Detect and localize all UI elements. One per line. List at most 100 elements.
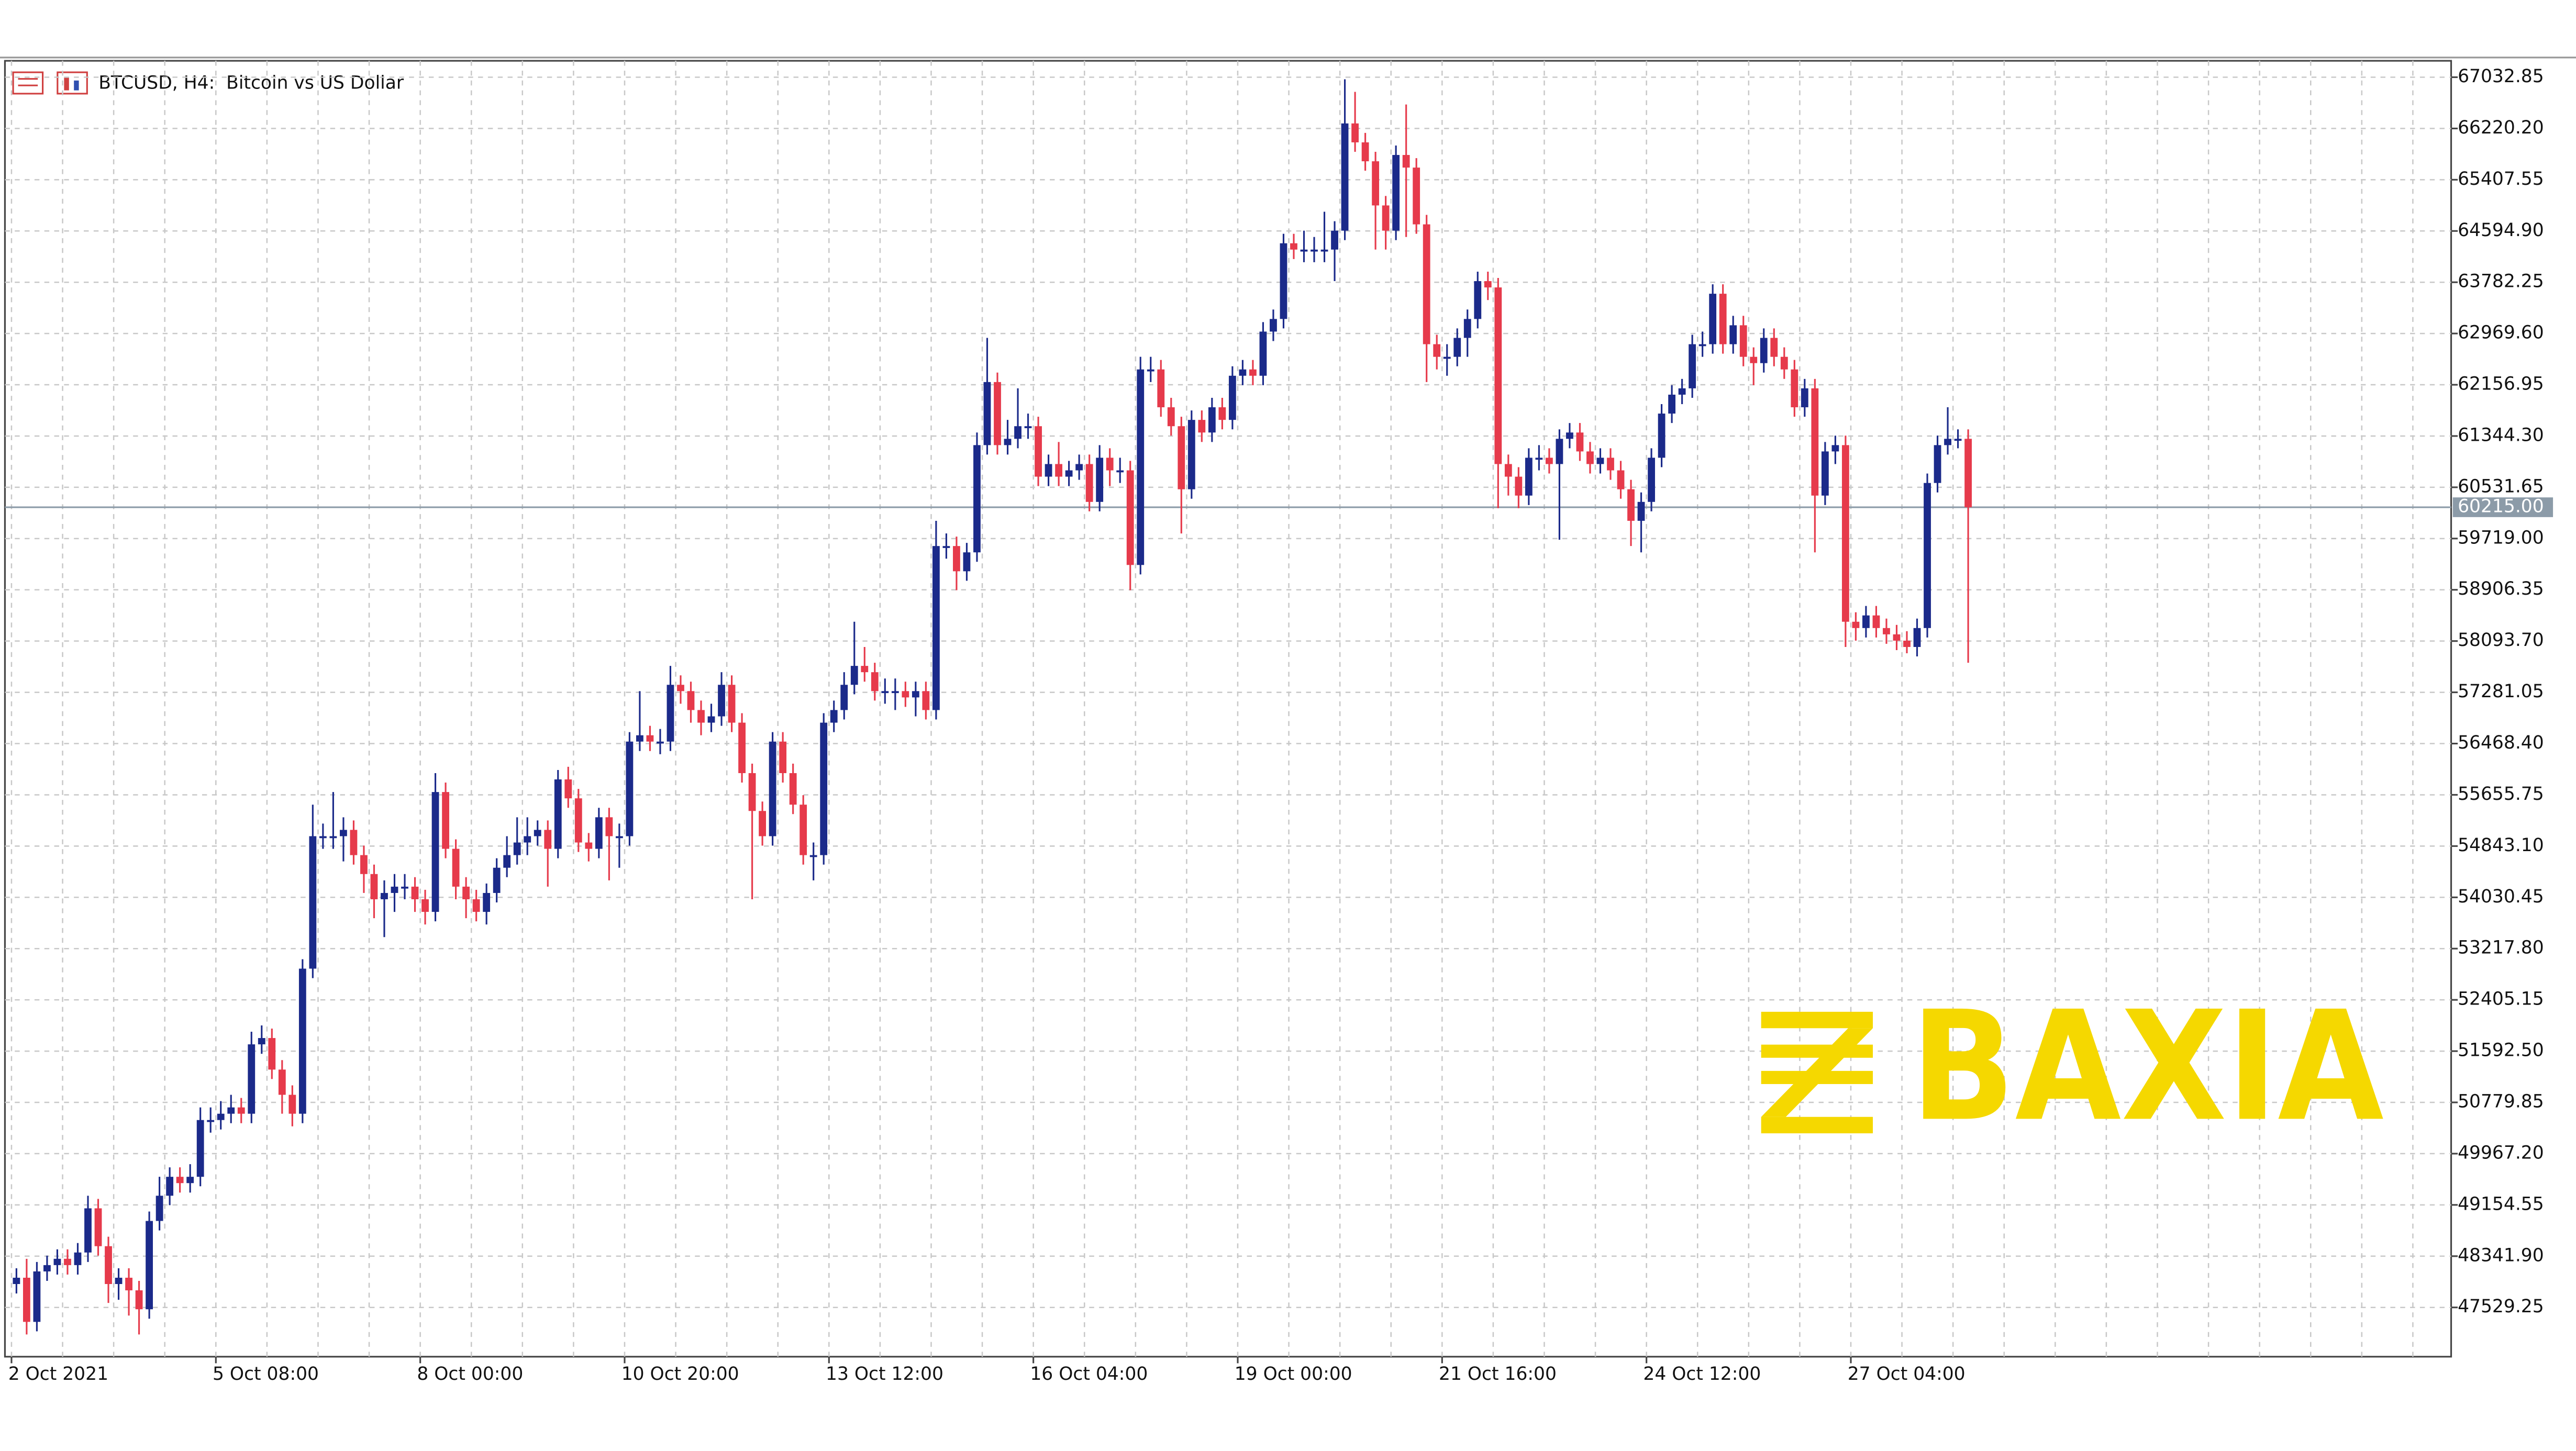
y-tick-label: 61344.30 xyxy=(2458,425,2544,445)
candle-body xyxy=(1924,483,1931,628)
candle-body xyxy=(524,836,531,843)
candle-body xyxy=(615,836,623,839)
candle-body xyxy=(1811,388,1819,496)
y-tick-label: 49154.55 xyxy=(2458,1193,2544,1214)
candle-body xyxy=(1198,420,1206,433)
x-tick-label: 5 Oct 08:00 xyxy=(213,1364,319,1385)
candle-body xyxy=(13,1277,20,1285)
candle-body xyxy=(186,1177,194,1184)
candle-body xyxy=(1372,161,1380,206)
y-tick-label: 56468.40 xyxy=(2458,732,2544,753)
candle-body xyxy=(800,805,807,855)
y-tick-label: 65407.55 xyxy=(2458,169,2544,189)
logo-icon xyxy=(1761,1011,1873,1134)
x-tick-label: 19 Oct 00:00 xyxy=(1235,1364,1352,1385)
logo-bar xyxy=(1761,1044,1873,1058)
candle-body xyxy=(564,779,572,799)
x-tick-label: 13 Oct 12:00 xyxy=(826,1364,943,1385)
last-price-box xyxy=(2452,497,2553,517)
candle-body xyxy=(472,899,480,912)
candle-body xyxy=(411,886,419,899)
y-tick-label: 51592.50 xyxy=(2458,1040,2544,1061)
candle-body xyxy=(421,899,429,912)
logo-bar xyxy=(1761,1011,1873,1029)
icon-bar xyxy=(64,77,69,91)
candle-body xyxy=(1821,451,1829,496)
candle-body xyxy=(1566,432,1573,439)
candle-body xyxy=(1607,457,1614,471)
y-tick-label: 58093.70 xyxy=(2458,630,2544,651)
candle-body xyxy=(861,666,869,673)
candle-body xyxy=(1689,344,1696,388)
candle-body xyxy=(513,842,521,855)
x-tick-label: 8 Oct 00:00 xyxy=(417,1364,523,1385)
candle-body xyxy=(288,1095,296,1114)
candle-body xyxy=(1004,439,1012,445)
candle-body xyxy=(156,1196,163,1221)
candle-body xyxy=(748,773,756,811)
toolbar-icons xyxy=(12,71,88,95)
candle-body xyxy=(1085,464,1093,502)
candle-body xyxy=(902,691,909,698)
candle-body xyxy=(1382,205,1390,231)
candle-body xyxy=(1801,388,1808,408)
candle-body xyxy=(1944,439,1951,445)
candle-body xyxy=(1586,451,1594,464)
candle-body xyxy=(1964,439,1972,508)
candle-body xyxy=(636,735,643,742)
watermark-logo: BAXIA xyxy=(1761,979,2385,1155)
candle-body xyxy=(1433,344,1441,357)
candle-body xyxy=(237,1107,245,1114)
candle-body xyxy=(554,779,562,849)
candle-body xyxy=(687,691,695,710)
y-tick-label: 59719.00 xyxy=(2458,527,2544,548)
candle-body xyxy=(728,685,736,723)
candle-body xyxy=(1934,445,1941,483)
candle-body xyxy=(1709,294,1717,344)
candle-body xyxy=(1116,470,1124,473)
candle-body xyxy=(309,836,317,969)
candle-body xyxy=(585,842,593,849)
candle-body xyxy=(1831,445,1839,452)
candle-body xyxy=(1556,439,1563,464)
y-tick-label: 66220.20 xyxy=(2458,117,2544,138)
candle-body xyxy=(125,1277,132,1291)
y-tick-label: 64594.90 xyxy=(2458,220,2544,241)
y-tick-label: 62156.95 xyxy=(2458,374,2544,395)
candle-body xyxy=(1780,356,1788,370)
y-tick-label: 49967.20 xyxy=(2458,1142,2544,1163)
candle-body xyxy=(1208,407,1216,433)
candle-body xyxy=(595,817,603,849)
candle-body xyxy=(340,830,347,836)
candle-body xyxy=(544,830,552,849)
candle-body xyxy=(115,1277,123,1285)
candle-body xyxy=(135,1290,143,1310)
candle-body xyxy=(1525,457,1533,496)
icon-list[interactable] xyxy=(12,71,44,95)
candle-body xyxy=(1096,457,1104,502)
plot-frame xyxy=(4,60,2452,1358)
candle-body xyxy=(33,1271,41,1322)
candle-body xyxy=(462,886,470,899)
candle-body xyxy=(1423,224,1430,344)
candle-body xyxy=(1872,615,1880,628)
candle-body xyxy=(1637,501,1645,521)
candle-body xyxy=(1361,142,1369,162)
candle-body xyxy=(657,741,664,744)
candle-body xyxy=(605,817,613,836)
candle-body xyxy=(258,1038,265,1045)
y-tick-label: 55655.75 xyxy=(2458,784,2544,805)
candle-body xyxy=(1719,294,1727,344)
last-price-label: 60215.00 xyxy=(2458,496,2544,517)
candle-body xyxy=(23,1277,30,1322)
candle-body xyxy=(1126,470,1134,565)
y-tick-label: 48341.90 xyxy=(2458,1245,2544,1266)
candle-body xyxy=(1259,331,1267,376)
candle-body xyxy=(1729,325,1737,344)
candle-body xyxy=(248,1044,256,1114)
candle-body xyxy=(830,710,838,723)
y-tick-label: 53217.80 xyxy=(2458,937,2544,958)
candle-body xyxy=(1443,356,1451,359)
candle-body xyxy=(217,1113,225,1120)
